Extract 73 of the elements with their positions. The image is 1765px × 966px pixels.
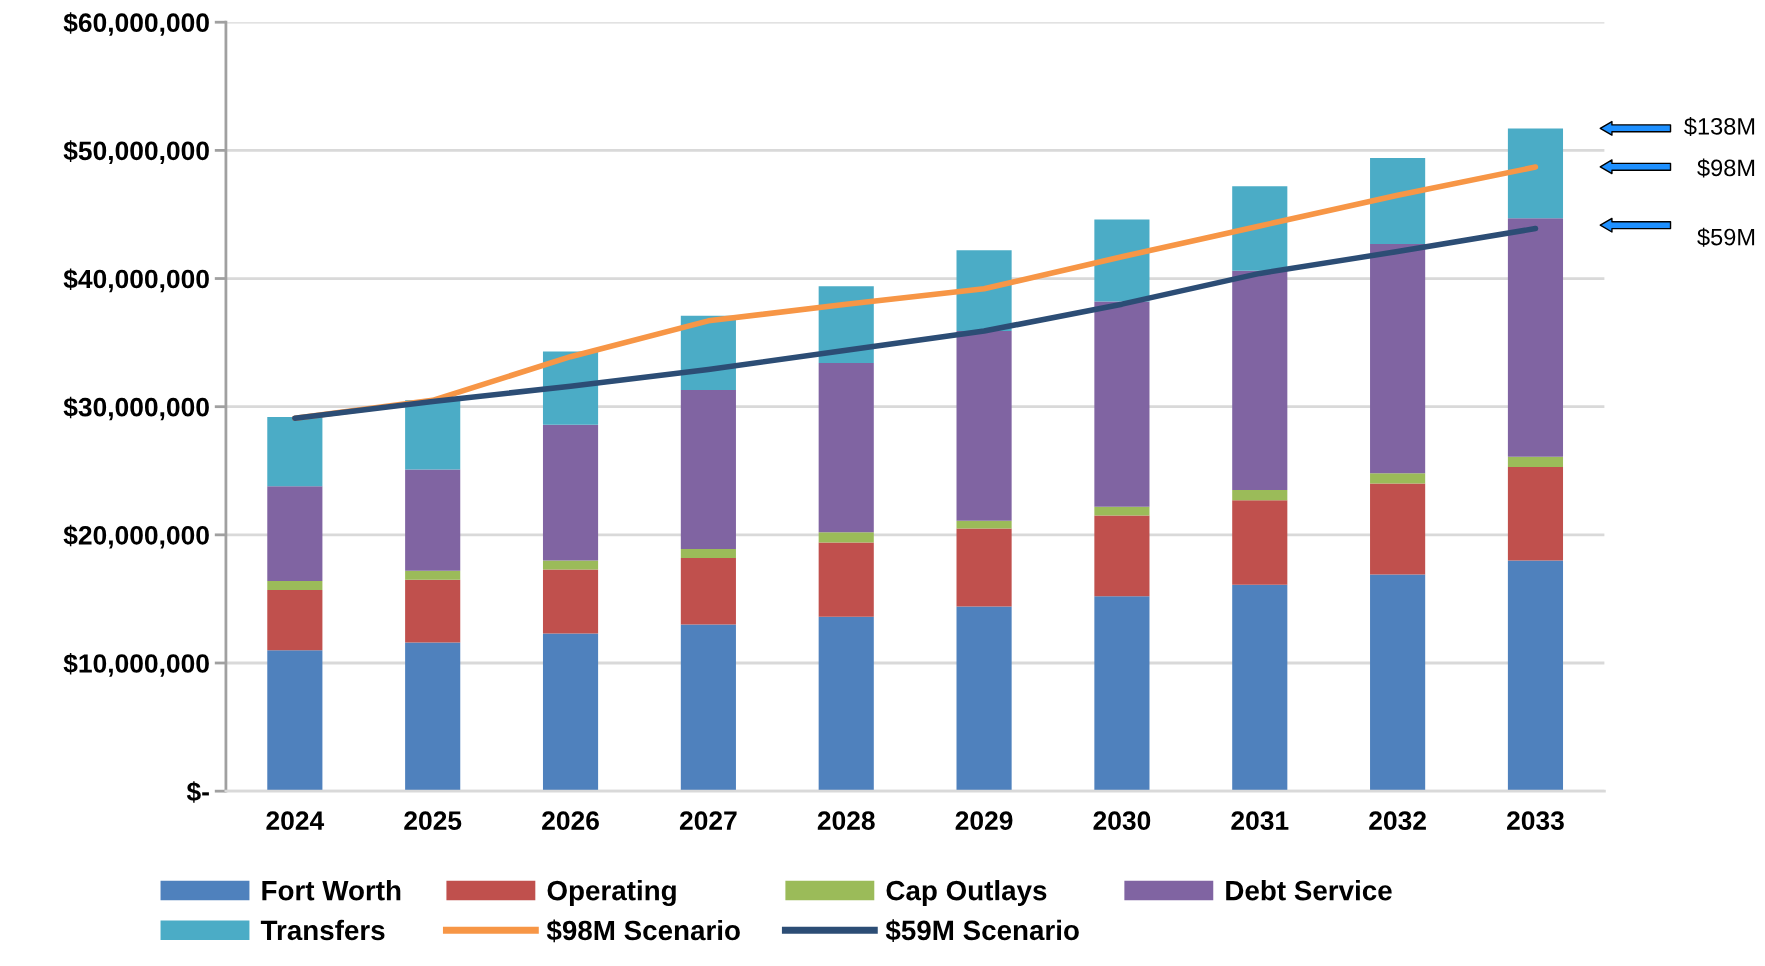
bar [680, 624, 736, 792]
bar [818, 542, 874, 617]
bar [1232, 500, 1288, 585]
bar [267, 650, 323, 792]
bar [1094, 301, 1150, 507]
bar [1507, 560, 1564, 792]
bar [267, 486, 323, 581]
bar [818, 616, 874, 792]
y-tick-label: $50,000,000 [63, 140, 209, 165]
bar [1094, 515, 1150, 597]
bar [1232, 584, 1288, 792]
bar [1094, 219, 1150, 302]
bar [1507, 466, 1564, 561]
legend-label: Operating [547, 880, 676, 907]
legend-label: Cap Outlays [886, 880, 1047, 906]
bar [405, 400, 461, 470]
legend-label: Fort Worth [262, 880, 401, 901]
bar [1094, 506, 1150, 516]
x-tick-label: 2029 [955, 811, 1013, 830]
x-tick-label: 2031 [1231, 811, 1289, 831]
y-tick-label: $10,000,000 [63, 652, 209, 677]
legend-label: Debt Service [1226, 880, 1392, 901]
text: $138M [1684, 116, 1755, 137]
x-tick-label: 2026 [542, 811, 599, 830]
bar [818, 363, 874, 533]
bar [1507, 456, 1564, 467]
bar [1094, 596, 1150, 792]
bar [405, 579, 461, 643]
bar [680, 557, 736, 625]
y-tick-label: $40,000,000 [63, 268, 209, 293]
bar [542, 424, 599, 561]
bar [1370, 483, 1426, 575]
bar [542, 569, 599, 634]
y-tick-label: $- [186, 781, 209, 803]
x-tick-label: 2024 [266, 811, 325, 830]
y-tick-label: $60,000,000 [63, 12, 209, 36]
bar [1370, 574, 1426, 792]
bar [542, 560, 599, 570]
bar [267, 589, 323, 651]
bar [267, 580, 323, 590]
x-tick-label: 2027 [679, 811, 737, 830]
bar [1232, 489, 1288, 501]
bar [542, 633, 599, 792]
bar [818, 532, 874, 543]
bar [956, 331, 1012, 521]
bar [1507, 218, 1564, 457]
text: $59M [1697, 227, 1755, 247]
bar [680, 390, 736, 549]
y-tick-label: $20,000,000 [63, 524, 209, 549]
bar [405, 469, 461, 571]
bar [405, 642, 461, 792]
bar [1232, 186, 1288, 271]
bar [1507, 128, 1564, 219]
bar [956, 528, 1012, 607]
legend-label: Transfers [260, 919, 385, 941]
bar [1370, 243, 1426, 474]
bar [405, 570, 461, 580]
bar [1370, 158, 1426, 244]
x-tick-label: 2025 [404, 811, 462, 830]
x-tick-label: 2033 [1507, 811, 1564, 831]
text: $98M [1697, 158, 1755, 178]
x-tick-label: 2030 [1093, 811, 1151, 831]
bar [267, 416, 323, 487]
bar [956, 520, 1012, 529]
bar [1370, 473, 1426, 484]
bar [680, 548, 736, 558]
bar [1232, 270, 1288, 490]
legend-label: $59M Scenario [885, 919, 1079, 943]
legend-label: $98M Scenario [546, 919, 740, 943]
y-tick-label: $30,000,000 [63, 396, 209, 421]
x-tick-label: 2028 [817, 811, 875, 830]
bar [956, 606, 1012, 792]
x-tick-label: 2032 [1369, 811, 1426, 831]
